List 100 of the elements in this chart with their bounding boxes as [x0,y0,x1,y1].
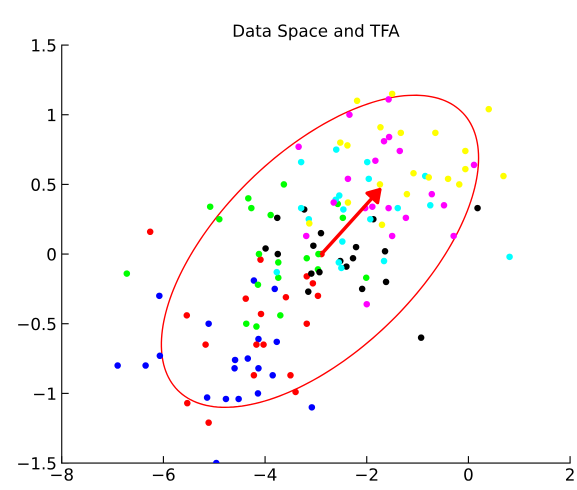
point [277,312,284,319]
point [282,294,290,301]
point [485,106,492,112]
point [280,181,288,188]
y-tick-label: −0.5 [18,318,56,330]
point [274,250,282,258]
y-tick-label: 1 [48,108,56,122]
point [304,254,310,262]
x-tick-label: −6 [152,468,175,481]
point [363,300,370,308]
point [256,250,262,258]
point [340,214,346,222]
point [242,295,250,302]
y-tick-label: −1.5 [18,457,56,470]
point [506,254,513,260]
point [338,264,345,272]
point [258,310,264,318]
point [257,256,264,263]
point [402,214,410,222]
point [377,124,384,131]
point [362,274,370,282]
point [367,216,374,222]
point [205,419,212,426]
point [386,134,392,140]
point [216,216,223,222]
point [358,286,366,292]
point [204,394,210,401]
point [310,280,316,287]
x-tick-label: −2 [356,468,378,481]
point [337,139,344,146]
point [248,204,255,212]
point [462,166,469,172]
point [304,273,310,280]
point [275,259,282,266]
point [253,323,260,330]
point [364,158,371,166]
point [385,96,392,103]
point [124,270,130,277]
point [295,144,302,150]
point [366,176,372,182]
point [156,352,164,360]
point [350,254,356,262]
point [184,312,190,319]
point [306,220,313,227]
point [444,176,452,182]
point [244,355,252,362]
x-tick-label: −8 [51,468,73,481]
point [310,242,317,249]
point [340,206,347,213]
point [308,270,315,277]
point [330,199,337,206]
point [369,203,376,210]
point [382,248,388,255]
point [336,192,343,199]
point [255,365,262,372]
point [254,281,262,288]
point [378,222,386,228]
y-tick-label: 0.5 [31,178,56,191]
point [339,238,346,245]
point [308,404,316,411]
point [404,190,410,198]
point [156,292,163,300]
point [146,228,154,236]
point [302,232,310,240]
point [304,320,310,327]
point [232,356,238,364]
point [255,336,262,342]
point [250,372,258,379]
point [292,388,299,396]
point [231,365,238,372]
point [253,341,260,348]
point [318,230,324,236]
point [470,162,478,168]
point [269,372,276,379]
point [274,338,280,346]
x-tick-label: 2 [566,468,574,481]
point [352,244,360,250]
point [271,286,278,292]
point [372,157,379,164]
point [254,390,262,397]
y-tick-label: 1.5 [32,39,56,52]
point [440,202,448,209]
point [287,372,294,379]
point [500,172,507,180]
point [380,258,388,264]
point [260,341,267,348]
point [275,274,282,282]
point [410,170,417,177]
point [344,176,352,182]
point [206,203,214,210]
point [394,204,402,212]
point [298,204,304,212]
point [332,146,340,153]
point [396,148,404,154]
point [474,204,481,212]
point [202,341,209,348]
point [456,181,463,188]
point [316,268,323,276]
point [344,142,351,149]
point [114,362,121,369]
